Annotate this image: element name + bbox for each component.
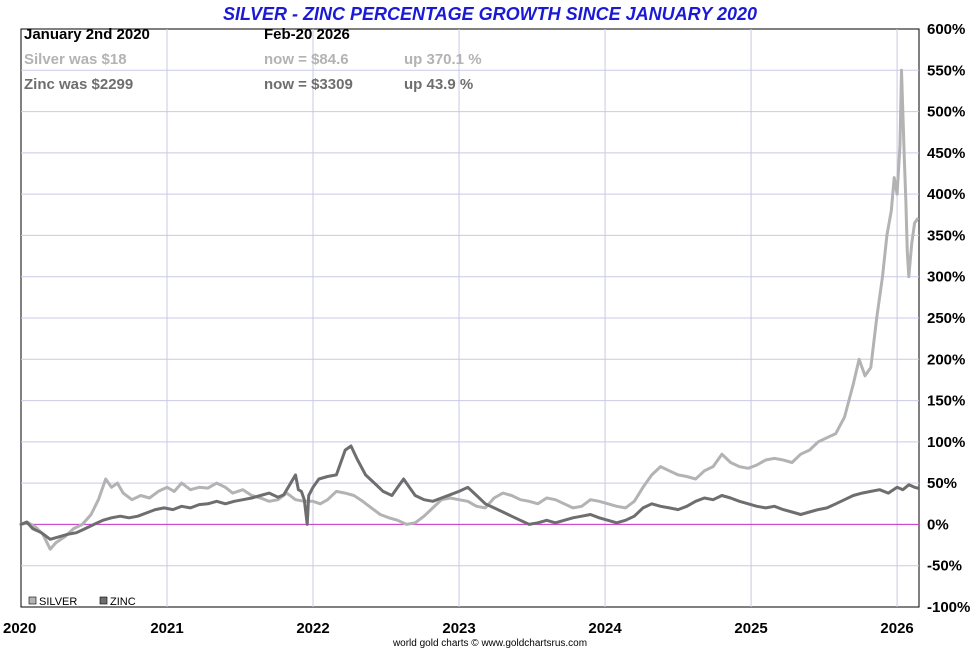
y-tick-label: 0% [927, 516, 949, 533]
x-tick-label: 2025 [734, 620, 767, 637]
x-tick-label: 2022 [296, 620, 329, 637]
x-tick-label: 2023 [442, 620, 475, 637]
legend: SILVER ZINC [28, 596, 136, 608]
silver-was-label: Silver was $18 [24, 51, 127, 68]
series-layer [19, 68, 919, 551]
y-tick-label: -50% [927, 558, 962, 575]
y-tick-label: 400% [927, 186, 965, 203]
x-tick-label: 2021 [150, 620, 183, 637]
zinc-series-line [19, 444, 919, 541]
zinc-was-label: Zinc was $2299 [24, 76, 133, 93]
x-tick-label: 2026 [880, 620, 913, 637]
legend-zinc-label: ZINC [110, 596, 136, 608]
legend-silver-label: SILVER [39, 596, 77, 608]
y-tick-label: 550% [927, 62, 965, 79]
y-tick-label: -100% [927, 599, 970, 616]
end-date-label: Feb-20 2026 [264, 26, 350, 43]
y-axis-ticks: 600% 550% 500% 450% 400% 350% 300% 250% 200% 150%… [927, 21, 970, 616]
start-date-label: January 2nd 2020 [24, 26, 150, 43]
silver-up-label: up 370.1 % [404, 51, 482, 68]
silver-series-line [19, 68, 919, 551]
y-tick-label: 100% [927, 434, 965, 451]
y-tick-label: 50% [927, 475, 957, 492]
x-tick-label: 2024 [588, 620, 622, 637]
y-tick-label: 450% [927, 145, 965, 162]
chart-title: SILVER - ZINC PERCENTAGE GROWTH SINCE JA… [223, 4, 757, 24]
x-tick-label: 2020 [3, 620, 36, 637]
legend-silver-swatch [28, 596, 37, 605]
silver-now-label: now = $84.6 [264, 51, 349, 68]
y-tick-label: 600% [927, 21, 965, 38]
grid-lines [21, 29, 919, 607]
y-tick-label: 350% [927, 227, 965, 244]
zinc-now-label: now = $3309 [264, 76, 353, 93]
y-tick-label: 200% [927, 351, 965, 368]
source-credit: world gold charts © www.goldchartsrus.co… [392, 638, 587, 649]
x-axis-ticks: 2020 2021 2022 2023 2024 2025 2026 [3, 620, 914, 637]
zinc-up-label: up 43.9 % [404, 76, 473, 93]
y-tick-label: 250% [927, 310, 965, 327]
y-tick-label: 300% [927, 269, 965, 286]
legend-zinc-swatch [99, 596, 108, 605]
y-tick-label: 500% [927, 104, 965, 121]
y-tick-label: 150% [927, 393, 965, 410]
